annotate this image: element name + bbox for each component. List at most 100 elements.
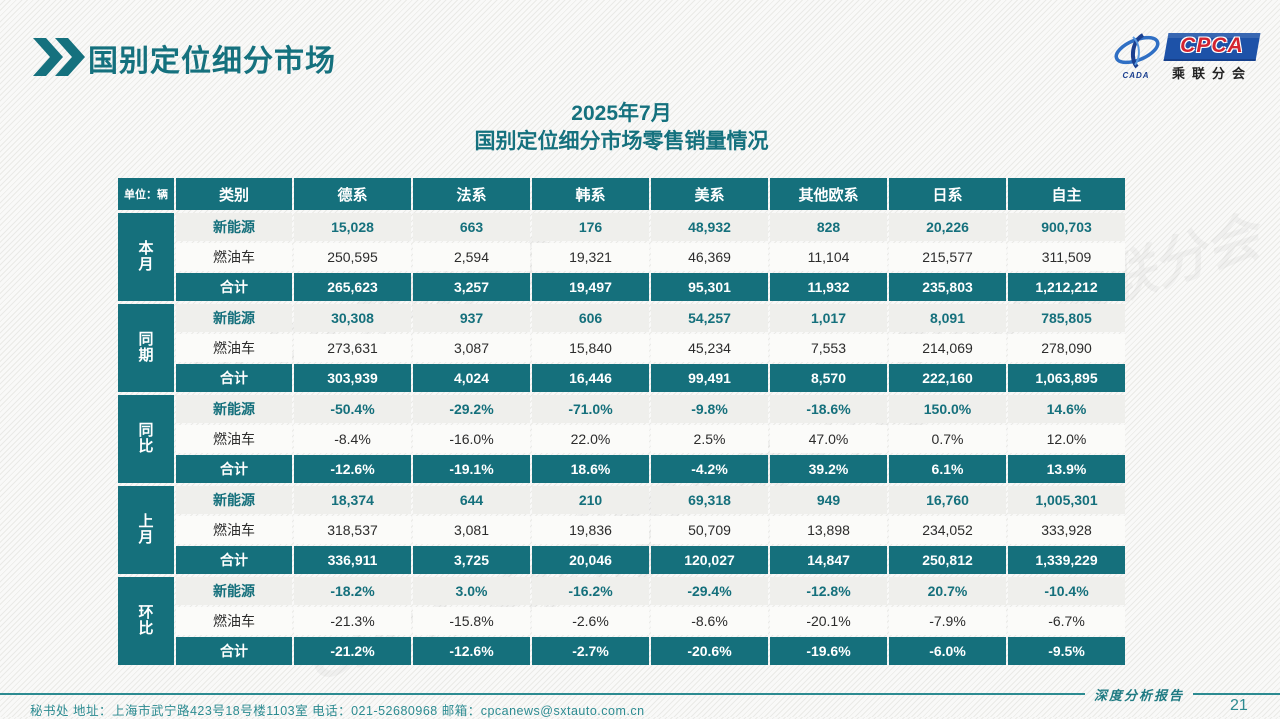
data-cell: 303,939 (294, 364, 411, 392)
data-cell: 273,631 (294, 334, 411, 362)
data-cell: 48,932 (651, 213, 768, 241)
row-type-cell: 燃油车 (176, 607, 292, 635)
page-title: 国别定位细分市场 (88, 45, 336, 78)
unit-label-cell: 单位：辆 (118, 178, 174, 210)
data-cell: -18.2% (294, 577, 411, 605)
data-cell: 8,570 (770, 364, 887, 392)
column-header-cell: 法系 (413, 178, 530, 210)
data-cell: 12.0% (1008, 425, 1125, 453)
data-cell: 16,446 (532, 364, 649, 392)
data-cell: -12.8% (770, 577, 887, 605)
data-cell: 18.6% (532, 455, 649, 483)
data-cell: -7.9% (889, 607, 1006, 635)
data-cell: 95,301 (651, 273, 768, 301)
column-header-cell: 其他欧系 (770, 178, 887, 210)
data-cell: 3.0% (413, 577, 530, 605)
column-header-cell: 自主 (1008, 178, 1125, 210)
cpca-label: CPCA (1180, 34, 1244, 57)
double-chevron-icon (33, 38, 85, 81)
footer-divider (1193, 693, 1280, 695)
data-cell: 1,212,212 (1008, 273, 1125, 301)
data-cell: 2,594 (413, 243, 530, 271)
page-number: 21 (1230, 697, 1248, 714)
data-cell: 99,491 (651, 364, 768, 392)
data-cell: 4,024 (413, 364, 530, 392)
data-cell: 14.6% (1008, 395, 1125, 423)
data-cell: 7,553 (770, 334, 887, 362)
row-type-cell: 燃油车 (176, 425, 292, 453)
data-cell: 20,226 (889, 213, 1006, 241)
data-cell: 215,577 (889, 243, 1006, 271)
data-cell: -18.6% (770, 395, 887, 423)
data-cell: 6.1% (889, 455, 1006, 483)
table-group: 上 月新能源 18,374 644 210 69,318 949 16,760 1,005,3… (118, 486, 1125, 574)
data-cell: 45,234 (651, 334, 768, 362)
data-cell: 318,537 (294, 516, 411, 544)
data-cell: 3,257 (413, 273, 530, 301)
row-type-cell: 合计 (176, 637, 292, 665)
sales-table: 单位：辆 类别 德系 法系 韩系 美系 其他欧系 日系 自主 本 月新能源 15,028 663 17… (118, 178, 1125, 665)
data-cell: 39.2% (770, 455, 887, 483)
data-cell: 644 (413, 486, 530, 514)
footer-divider (0, 693, 1085, 695)
data-cell: 19,497 (532, 273, 649, 301)
data-cell: -2.6% (532, 607, 649, 635)
data-cell: 2.5% (651, 425, 768, 453)
data-cell: -21.2% (294, 637, 411, 665)
row-type-cell: 合计 (176, 455, 292, 483)
data-cell: 13,898 (770, 516, 887, 544)
cpca-subtitle: 乘联分会 (1171, 66, 1252, 81)
data-cell: 278,090 (1008, 334, 1125, 362)
data-cell: 176 (532, 213, 649, 241)
table-group: 同 比新能源 -50.4% -29.2% -71.0% -9.8% -18.6% 150.0… (118, 395, 1125, 483)
data-cell: 1,063,895 (1008, 364, 1125, 392)
group-label-cell: 环 比 (118, 577, 174, 665)
data-cell: 13.9% (1008, 455, 1125, 483)
data-cell: 250,812 (889, 546, 1006, 574)
data-cell: -16.2% (532, 577, 649, 605)
data-cell: 828 (770, 213, 887, 241)
data-cell: 214,069 (889, 334, 1006, 362)
row-type-cell: 新能源 (176, 486, 292, 514)
data-cell: 14,847 (770, 546, 887, 574)
data-cell: 30,308 (294, 304, 411, 332)
column-header-cell: 美系 (651, 178, 768, 210)
data-cell: -8.6% (651, 607, 768, 635)
row-type-cell: 新能源 (176, 213, 292, 241)
data-cell: 1,339,229 (1008, 546, 1125, 574)
data-cell: -71.0% (532, 395, 649, 423)
data-cell: 20.7% (889, 577, 1006, 605)
data-cell: -15.8% (413, 607, 530, 635)
data-cell: 1,005,301 (1008, 486, 1125, 514)
data-cell: 333,928 (1008, 516, 1125, 544)
table-group: 环 比新能源 -18.2% 3.0% -16.2% -29.4% -12.8% 20.7% -… (118, 577, 1125, 665)
data-cell: 54,257 (651, 304, 768, 332)
column-header-cell: 日系 (889, 178, 1006, 210)
data-cell: -9.8% (651, 395, 768, 423)
group-label-cell: 同 比 (118, 395, 174, 483)
row-type-cell: 燃油车 (176, 334, 292, 362)
data-cell: 19,836 (532, 516, 649, 544)
category-header-cell: 类别 (176, 178, 292, 210)
cpca-badge: CPCA (1163, 33, 1261, 61)
data-cell: 0.7% (889, 425, 1006, 453)
data-cell: -2.7% (532, 637, 649, 665)
data-cell: -4.2% (651, 455, 768, 483)
data-cell: -19.6% (770, 637, 887, 665)
data-cell: 785,805 (1008, 304, 1125, 332)
data-cell: -29.2% (413, 395, 530, 423)
data-cell: 150.0% (889, 395, 1006, 423)
row-type-cell: 合计 (176, 273, 292, 301)
data-cell: -12.6% (413, 637, 530, 665)
data-cell: 250,595 (294, 243, 411, 271)
data-cell: -6.7% (1008, 607, 1125, 635)
data-cell: 3,081 (413, 516, 530, 544)
data-cell: -10.4% (1008, 577, 1125, 605)
data-cell: 120,027 (651, 546, 768, 574)
table-title-line2: 国别定位细分市场零售销量情况 (474, 130, 769, 153)
data-cell: 19,321 (532, 243, 649, 271)
table-title: 2025年7月 国别定位细分市场零售销量情况 (118, 100, 1125, 156)
column-header-cell: 德系 (294, 178, 411, 210)
data-cell: 222,160 (889, 364, 1006, 392)
cada-label: CADA (1122, 71, 1150, 80)
